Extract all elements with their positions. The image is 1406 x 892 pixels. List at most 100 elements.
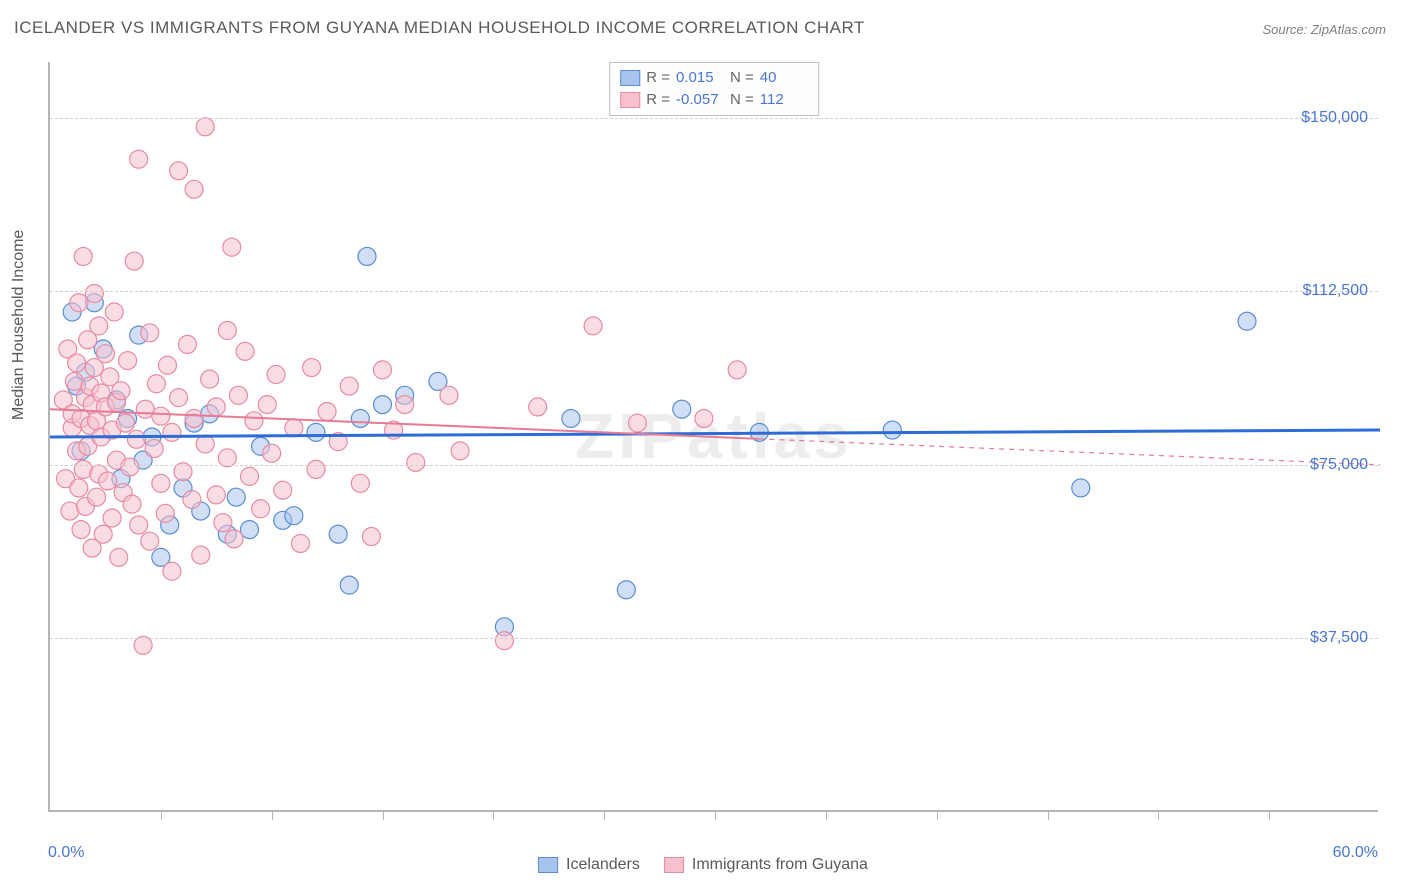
- scatter-point: [584, 317, 602, 335]
- legend-swatch: [664, 857, 684, 873]
- scatter-point: [130, 150, 148, 168]
- scatter-point: [451, 442, 469, 460]
- scatter-point: [156, 504, 174, 522]
- scatter-point: [214, 514, 232, 532]
- scatter-point: [374, 361, 392, 379]
- scatter-point: [358, 247, 376, 265]
- scatter-point: [340, 576, 358, 594]
- scatter-point: [116, 414, 134, 432]
- plot-area: ZIPatlas R =0.015N =40R =-0.057N =112 $3…: [48, 62, 1378, 812]
- scatter-point: [374, 396, 392, 414]
- trend-line: [50, 430, 1380, 437]
- scatter-point: [90, 317, 108, 335]
- scatter-point: [85, 284, 103, 302]
- x-tick: [826, 810, 827, 820]
- scatter-point: [529, 398, 547, 416]
- scatter-point: [183, 491, 201, 509]
- scatter-point: [307, 460, 325, 478]
- x-tick: [383, 810, 384, 820]
- scatter-point: [495, 632, 513, 650]
- scatter-point: [628, 414, 646, 432]
- scatter-point: [1072, 479, 1090, 497]
- x-tick: [604, 810, 605, 820]
- scatter-point: [396, 396, 414, 414]
- scatter-point: [185, 409, 203, 427]
- scatter-point: [274, 481, 292, 499]
- legend-label: Icelanders: [566, 856, 640, 874]
- scatter-point: [152, 407, 170, 425]
- trend-line-extrapolated: [759, 439, 1380, 465]
- scatter-point: [170, 162, 188, 180]
- scatter-point: [112, 382, 130, 400]
- scatter-point: [207, 398, 225, 416]
- scatter-point: [105, 303, 123, 321]
- scatter-point: [241, 467, 259, 485]
- scatter-point: [285, 507, 303, 525]
- scatter-point: [285, 419, 303, 437]
- scatter-point: [121, 458, 139, 476]
- scatter-point: [96, 345, 114, 363]
- scatter-point: [307, 423, 325, 441]
- scatter-point: [145, 440, 163, 458]
- scatter-point: [196, 118, 214, 136]
- scatter-point: [252, 500, 270, 518]
- scatter-point: [340, 377, 358, 395]
- scatter-point: [103, 509, 121, 527]
- series-legend: Icelanders Immigrants from Guyana: [538, 856, 868, 874]
- legend-swatch: [538, 857, 558, 873]
- gridline-h: [50, 291, 1378, 292]
- scatter-point: [291, 534, 309, 552]
- scatter-point: [263, 444, 281, 462]
- gridline-h: [50, 465, 1378, 466]
- scatter-point: [562, 409, 580, 427]
- y-tick-label: $37,500: [1310, 629, 1368, 647]
- scatter-point: [673, 400, 691, 418]
- scatter-point: [362, 528, 380, 546]
- scatter-point: [241, 521, 259, 539]
- scatter-point: [72, 521, 90, 539]
- scatter-point: [127, 430, 145, 448]
- scatter-point: [318, 403, 336, 421]
- x-tick: [1048, 810, 1049, 820]
- scatter-point: [163, 423, 181, 441]
- y-tick-label: $150,000: [1301, 109, 1368, 127]
- scatter-point: [303, 359, 321, 377]
- scatter-point: [74, 247, 92, 265]
- scatter-point: [236, 342, 254, 360]
- scatter-point: [695, 409, 713, 427]
- scatter-point: [201, 370, 219, 388]
- scatter-point: [617, 581, 635, 599]
- scatter-point: [141, 532, 159, 550]
- scatter-point: [178, 335, 196, 353]
- source-label: Source: ZipAtlas.com: [1262, 22, 1386, 37]
- scatter-point: [267, 366, 285, 384]
- x-axis-max-label: 60.0%: [1333, 844, 1378, 862]
- scatter-point: [258, 396, 276, 414]
- scatter-point: [218, 322, 236, 340]
- scatter-point: [141, 324, 159, 342]
- scatter-point: [130, 516, 148, 534]
- scatter-point: [245, 412, 263, 430]
- scatter-point: [223, 238, 241, 256]
- x-tick: [493, 810, 494, 820]
- scatter-point: [94, 525, 112, 543]
- gridline-h: [50, 638, 1378, 639]
- y-tick-label: $112,500: [1302, 282, 1368, 300]
- scatter-point: [407, 453, 425, 471]
- gridline-h: [50, 118, 1378, 119]
- legend-item: Icelanders: [538, 856, 640, 874]
- scatter-point: [110, 548, 128, 566]
- scatter-point: [152, 474, 170, 492]
- scatter-point: [351, 409, 369, 427]
- scatter-svg: [50, 62, 1378, 810]
- scatter-point: [728, 361, 746, 379]
- scatter-point: [163, 562, 181, 580]
- scatter-point: [440, 386, 458, 404]
- legend-label: Immigrants from Guyana: [692, 856, 868, 874]
- scatter-point: [99, 472, 117, 490]
- x-tick: [1158, 810, 1159, 820]
- scatter-point: [207, 486, 225, 504]
- chart-title: ICELANDER VS IMMIGRANTS FROM GUYANA MEDI…: [14, 18, 865, 38]
- scatter-point: [170, 389, 188, 407]
- scatter-point: [158, 356, 176, 374]
